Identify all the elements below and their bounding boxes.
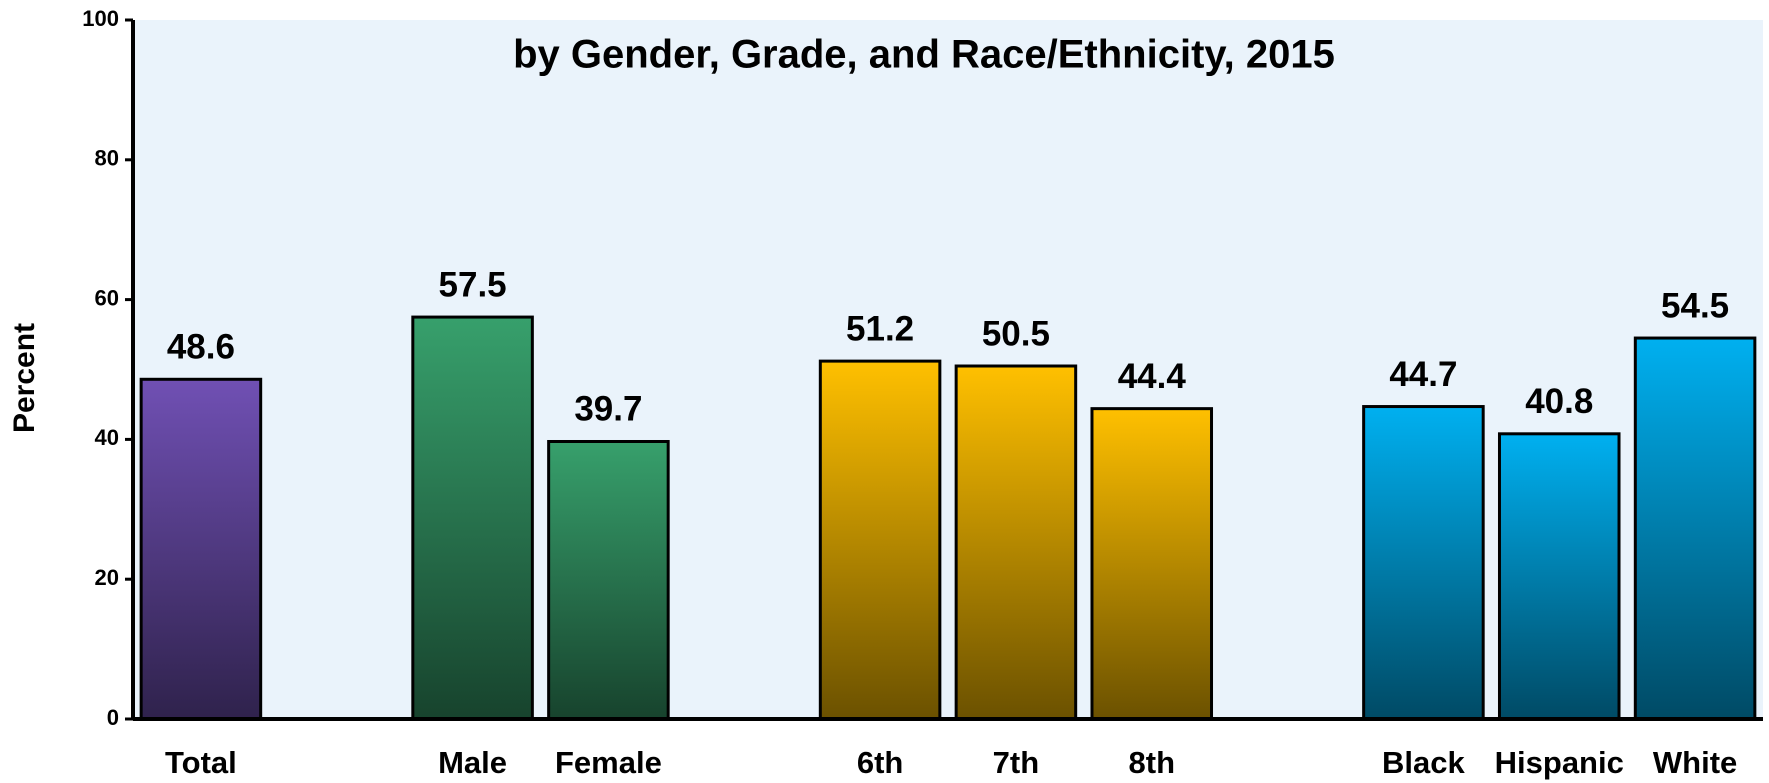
bar: [818, 359, 942, 721]
data-label: 57.5: [439, 265, 507, 304]
y-tick-label: 40: [95, 425, 119, 450]
y-axis-label: Percent: [8, 323, 41, 433]
y-tick-label: 0: [107, 705, 119, 730]
data-label: 44.7: [1389, 355, 1457, 394]
y-tick-label: 60: [95, 285, 119, 310]
x-tick-label: 8th: [1129, 745, 1176, 780]
data-label: 39.7: [574, 390, 642, 429]
y-tick-label: 80: [95, 146, 119, 171]
x-tick-label: White: [1653, 745, 1737, 780]
y-tick-label: 20: [95, 565, 119, 590]
plot-area: [133, 20, 1763, 719]
bar: [1362, 405, 1485, 721]
x-tick-label: Female: [555, 745, 662, 780]
bar: [411, 315, 534, 721]
x-tick-label: Hispanic: [1495, 745, 1624, 780]
y-tick-label: 100: [82, 6, 119, 31]
bar: [954, 364, 1078, 721]
data-label: 40.8: [1525, 382, 1593, 421]
bar: [139, 377, 263, 721]
data-label: 51.2: [846, 309, 914, 348]
x-tick-label: 6th: [857, 745, 904, 780]
x-tick-label: Total: [165, 745, 237, 780]
bar: [547, 439, 670, 721]
data-label: 44.4: [1118, 357, 1187, 396]
x-tick-label: 7th: [993, 745, 1040, 780]
bar: [1497, 432, 1621, 721]
data-label: 54.5: [1661, 286, 1729, 325]
bar: [1090, 407, 1214, 721]
x-tick-label: Male: [438, 745, 507, 780]
bar: [1633, 336, 1757, 721]
chart-title: by Gender, Grade, and Race/Ethnicity, 20…: [513, 33, 1335, 77]
x-tick-label: Black: [1382, 745, 1465, 780]
data-label: 48.6: [167, 328, 235, 367]
data-label: 50.5: [982, 314, 1050, 353]
